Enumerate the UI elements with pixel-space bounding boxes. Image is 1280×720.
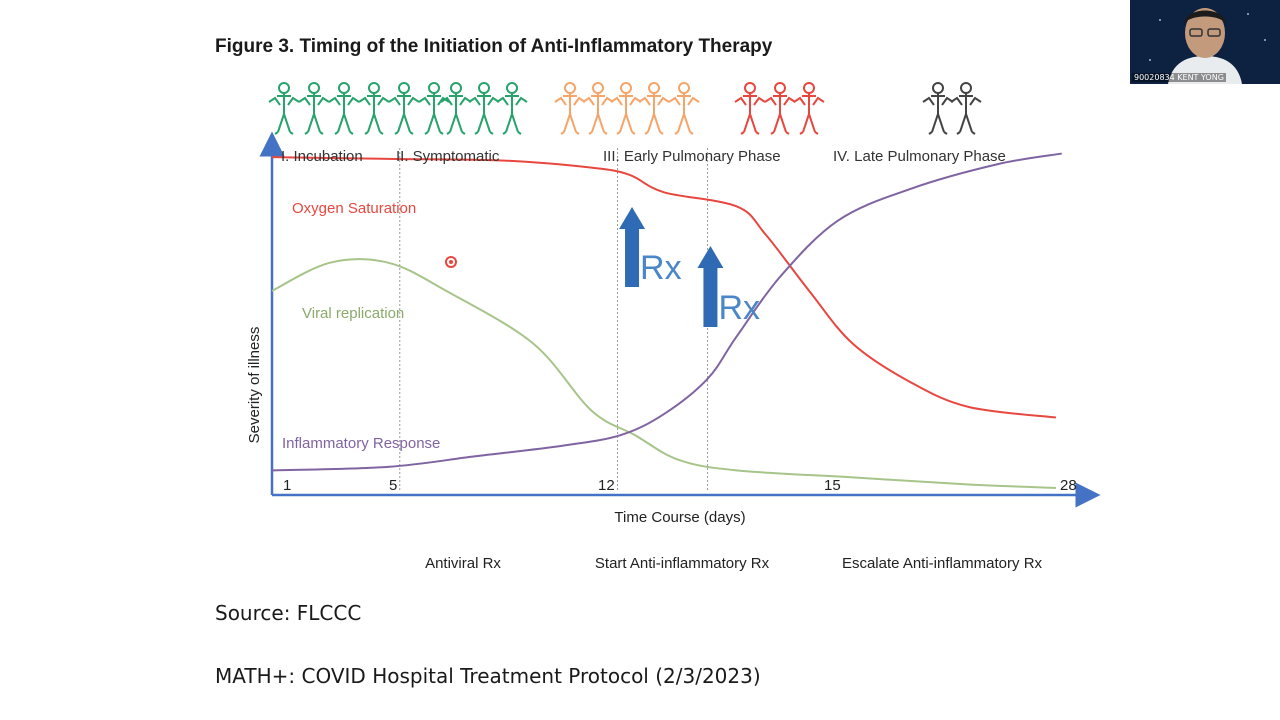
phase-label-incubation: I. Incubation — [281, 148, 363, 165]
phase-label-late-pulmonary: IV. Late Pulmonary Phase — [833, 148, 1006, 165]
person-icon — [922, 82, 954, 135]
person-icon — [328, 82, 360, 135]
rx-arrow: Rx — [697, 246, 760, 327]
person-icon — [764, 82, 796, 135]
rx-arrow-icon — [697, 246, 724, 327]
person-icon — [950, 82, 982, 135]
phase-label-early-pulmonary: III. Early Pulmonary Phase — [603, 148, 781, 165]
person-icon — [734, 82, 766, 135]
slide-title: Figure 3. Timing of the Initiation of An… — [215, 36, 773, 57]
person-icon — [358, 82, 390, 135]
series-label-viral: Viral replication — [302, 305, 404, 322]
source-text: Source: FLCCC — [215, 601, 362, 625]
person-icon — [418, 82, 450, 135]
rx-arrow-icon — [619, 207, 646, 287]
phase-boundary-lines — [399, 148, 709, 492]
participant-video-tile[interactable]: 90020834 KENT YONG — [1130, 0, 1280, 84]
x-tick-label: 28 — [1060, 477, 1077, 494]
treatment-antiviral: Antiviral Rx — [425, 555, 501, 572]
y-axis-title: Severity of illness — [246, 327, 263, 444]
series-line-inflammatory-response — [271, 152, 1062, 472]
people-group-green — [268, 82, 528, 135]
rx-arrow: Rx — [619, 207, 682, 287]
person-icon — [610, 82, 642, 135]
treatment-start-anti-inflammatory: Start Anti-inflammatory Rx — [595, 555, 770, 572]
x-tick-label: 15 — [824, 477, 841, 494]
series-label-inflammatory: Inflammatory Response — [282, 435, 440, 452]
pointer-dot-icon — [445, 256, 457, 268]
treatment-escalate-anti-inflammatory: Escalate Anti-inflammatory Rx — [842, 555, 1043, 572]
x-tick-label: 5 — [389, 477, 397, 494]
person-icon — [298, 82, 330, 135]
severity-timeline-chart: Rx Rx I. Incubation II. Symptomatic III. … — [246, 82, 1101, 572]
x-tick-label: 12 — [598, 477, 615, 494]
participant-avatar — [1130, 0, 1280, 84]
people-group-orange — [554, 82, 700, 135]
people-group-red — [734, 82, 825, 135]
x-axis-title: Time Course (days) — [614, 509, 745, 526]
rx-markers: Rx Rx — [619, 207, 760, 327]
x-tick-label: 1 — [283, 477, 291, 494]
protocol-text: MATH+: COVID Hospital Treatment Protocol… — [215, 664, 761, 688]
participant-name: 90020834 KENT YONG — [1132, 73, 1226, 82]
series-label-oxygen: Oxygen Saturation — [292, 200, 416, 217]
phase-label-symptomatic: II. Symptomatic — [396, 148, 500, 165]
people-group-dark — [922, 82, 982, 135]
person-icon — [668, 82, 700, 135]
person-icon — [582, 82, 614, 135]
series-line-viral-replication — [271, 258, 1057, 489]
person-icon — [268, 82, 300, 135]
person-icon — [440, 82, 472, 135]
person-icon — [793, 82, 825, 135]
person-icon — [554, 82, 586, 135]
series-line-oxygen-saturation — [271, 156, 1057, 419]
person-icon — [496, 82, 528, 135]
rx-label: Rx — [718, 289, 760, 327]
people-illustrations — [268, 82, 982, 135]
rx-label: Rx — [640, 249, 682, 287]
person-icon — [638, 82, 670, 135]
series-layer — [271, 152, 1062, 489]
person-icon — [388, 82, 420, 135]
person-icon — [468, 82, 500, 135]
